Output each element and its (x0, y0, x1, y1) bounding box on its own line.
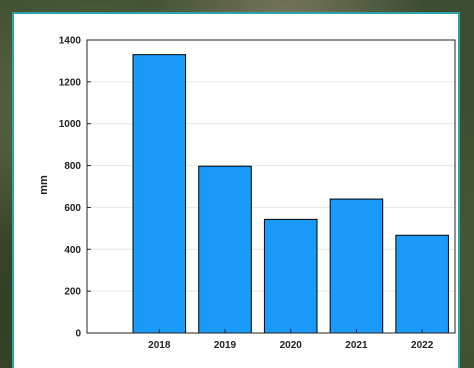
y-tick-label: 1000 (59, 119, 82, 130)
y-tick-label: 1400 (59, 36, 82, 47)
bar-chart: 0 200 400 600 800 1000 1200 1400 2018 2019 2020 202… (38, 36, 456, 352)
bar-2020 (263, 218, 318, 334)
plot-frame (86, 39, 456, 334)
bar-2021 (329, 198, 384, 334)
axes (86, 39, 456, 334)
x-tick-label: 2018 (148, 340, 171, 351)
y-tick-label: 600 (64, 203, 81, 214)
x-tick-label: 2021 (345, 340, 368, 351)
x-tick-label: 2022 (411, 340, 434, 351)
y-tick-label: 800 (64, 161, 81, 172)
y-tick-label: 400 (64, 245, 81, 256)
x-tick-label: 2020 (280, 340, 303, 351)
y-axis-label: mm (38, 175, 50, 195)
chart-panel: 0 200 400 600 800 1000 1200 1400 2018 2019 2020 202… (12, 12, 460, 368)
bar-2022 (395, 234, 449, 334)
x-tick-label: 2019 (214, 340, 237, 351)
y-tick-label: 0 (75, 329, 81, 340)
bars (132, 54, 449, 334)
bar-2019 (198, 165, 252, 334)
y-tick-label: 200 (64, 287, 81, 298)
bar-2018 (132, 54, 187, 334)
y-tick-label: 1200 (59, 77, 82, 88)
tick-labels: 0 200 400 600 800 1000 1200 1400 2018 2019 2020 202… (59, 36, 434, 352)
